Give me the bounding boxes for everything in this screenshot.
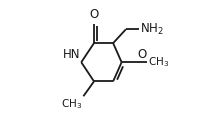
Text: HN: HN [63, 48, 80, 61]
Text: CH$_3$: CH$_3$ [148, 55, 169, 69]
Text: NH$_2$: NH$_2$ [140, 22, 164, 37]
Text: CH$_3$: CH$_3$ [61, 97, 82, 111]
Text: O: O [89, 8, 99, 21]
Text: O: O [137, 48, 146, 61]
